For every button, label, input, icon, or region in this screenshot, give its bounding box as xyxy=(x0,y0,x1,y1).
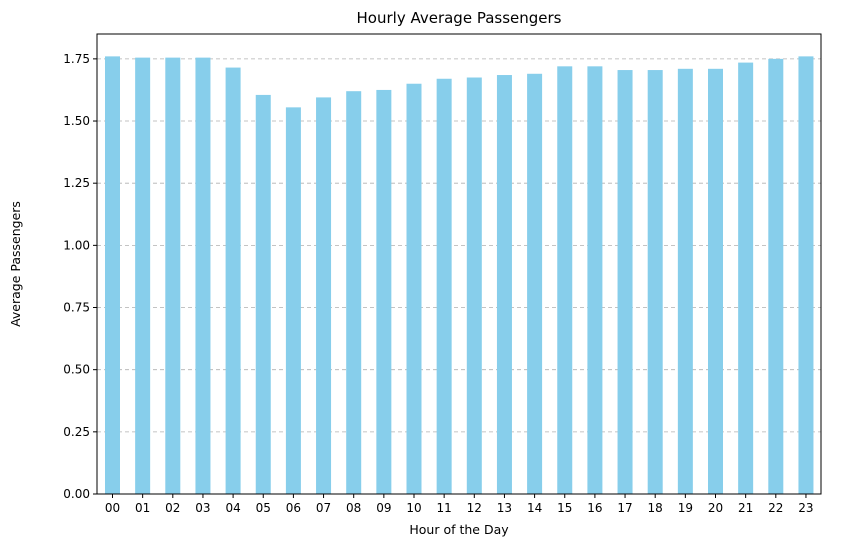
x-tick-label-08: 08 xyxy=(346,501,361,515)
x-tick-label-00: 00 xyxy=(105,501,120,515)
bar-16 xyxy=(587,66,603,494)
x-tick-label-21: 21 xyxy=(738,501,753,515)
x-tick-label-16: 16 xyxy=(587,501,602,515)
bar-15 xyxy=(557,66,573,494)
y-tick-label: 1.25 xyxy=(63,176,90,190)
y-tick-label: 1.50 xyxy=(63,114,90,128)
plot-frame xyxy=(96,33,822,495)
x-tick-label-09: 09 xyxy=(376,501,391,515)
x-tick-label-23: 23 xyxy=(798,501,813,515)
x-tick-label-02: 02 xyxy=(165,501,180,515)
bar-23 xyxy=(798,56,814,494)
x-tick-label-04: 04 xyxy=(225,501,240,515)
bar-13 xyxy=(496,75,512,494)
bar-07 xyxy=(316,97,332,495)
x-tick-label-20: 20 xyxy=(708,501,723,515)
bar-19 xyxy=(677,68,693,494)
bar-01 xyxy=(135,57,151,495)
bar-11 xyxy=(436,78,452,494)
bar-04 xyxy=(225,67,241,494)
bar-14 xyxy=(527,73,543,494)
x-tick-label-22: 22 xyxy=(768,501,783,515)
y-axis-ticks: 0.00 0.25 0.50 0.75 1.00 1.25 1.50 1.75 xyxy=(63,52,97,501)
x-tick-label-01: 01 xyxy=(135,501,150,515)
chart-title: Hourly Average Passengers xyxy=(357,9,562,27)
x-tick-label-18: 18 xyxy=(648,501,663,515)
y-tick-label: 0.75 xyxy=(63,301,90,315)
bar-20 xyxy=(708,68,723,494)
bar-17 xyxy=(617,70,633,495)
bar-06 xyxy=(285,107,301,494)
bar-08 xyxy=(346,91,362,495)
y-tick-label: 0.50 xyxy=(63,363,90,377)
x-tick-label-12: 12 xyxy=(467,501,482,515)
y-tick-label: 0.00 xyxy=(63,487,90,501)
x-tick-label-06: 06 xyxy=(286,501,301,515)
x-tick-label-07: 07 xyxy=(316,501,331,515)
bar-21 xyxy=(738,62,754,494)
x-tick-label-03: 03 xyxy=(195,501,210,515)
x-tick-label-05: 05 xyxy=(256,501,271,515)
bar-12 xyxy=(466,77,482,494)
bar-09 xyxy=(376,89,392,494)
bar-22 xyxy=(768,58,784,494)
x-axis-label: Hour of the Day xyxy=(409,522,509,537)
bar-18 xyxy=(647,70,663,495)
x-tick-label-15: 15 xyxy=(557,501,572,515)
bars xyxy=(105,56,814,495)
y-tick-label: 1.00 xyxy=(63,238,90,252)
y-tick-label: 1.75 xyxy=(63,52,90,66)
bar-00 xyxy=(105,56,120,494)
x-axis-ticks: 00 01 02 03 04 05 06 07 08 09 10 11 12 13 14 15 16 17 18 19… xyxy=(105,494,814,515)
bar-10 xyxy=(406,83,422,494)
x-tick-label-14: 14 xyxy=(527,501,542,515)
bar-02 xyxy=(165,57,181,495)
y-tick-label: 0.25 xyxy=(63,425,90,439)
grid-lines xyxy=(97,58,821,433)
x-tick-label-10: 10 xyxy=(406,501,421,515)
x-tick-label-17: 17 xyxy=(617,501,632,515)
x-tick-label-19: 19 xyxy=(678,501,693,515)
x-tick-label-11: 11 xyxy=(437,501,452,515)
bar-05 xyxy=(255,94,271,495)
y-axis-label: Average Passengers xyxy=(8,201,23,327)
x-tick-label-13: 13 xyxy=(497,501,512,515)
bar-03 xyxy=(195,57,211,495)
